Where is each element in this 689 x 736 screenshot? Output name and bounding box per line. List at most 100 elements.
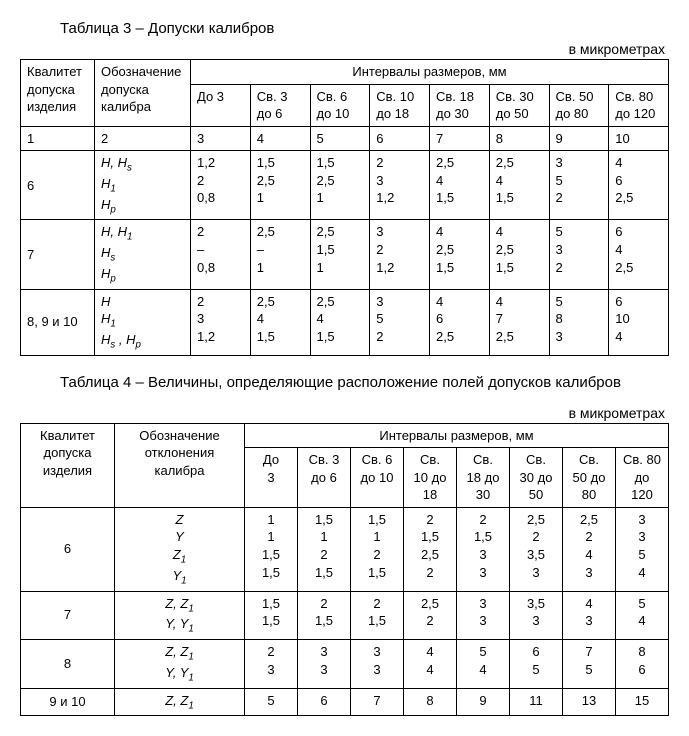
t3-data-cell: 231,2 [191,289,251,355]
t4-col-head: Св.18 до30 [457,448,510,508]
t4-r7-d: Z, Z1 Y, Y1 [115,591,245,640]
t4-data-cell: 65 [510,640,563,689]
t3-num-cell: 3 [191,126,251,151]
t3-head-span: Интервалы размеров, мм [191,60,669,85]
t4-col-head: Св.10 до18 [404,448,457,508]
t4-head-quality: Квалитет допуска изделия [21,423,115,507]
t3-num-cell: 2 [95,126,191,151]
t3-r7-d: H, H1 Hs Hp [95,220,191,289]
t4-r8-q: 8 [21,640,115,689]
t3-r7-q: 7 [21,220,95,289]
t4-head-designation: Обозначение отклонения калибра [115,423,245,507]
t4-data-cell: 111,51,5 [245,507,298,591]
t4-data-cell: 21,533 [457,507,510,591]
t4-data-cell: 2,52 [404,591,457,640]
table3-title: Таблица 3 – Допуски калибров [60,20,669,37]
table-row: 8, 9 и 10 H H1 Hs , Hp 231,2 2,541,5 2,5… [21,289,669,355]
t4-col-head: Св. 3до 6 [298,448,351,508]
t3-data-cell: 42,51,5 [489,220,549,289]
t4-r6-q: 6 [21,507,115,591]
t3-num-cell: 7 [430,126,490,151]
t3-data-cell: 6104 [609,289,669,355]
table3-unit: в микрометрах [20,41,665,57]
t3-data-cell: 321,2 [370,220,430,289]
t4-data-cell: 3,53 [510,591,563,640]
t4-r7-q: 7 [21,591,115,640]
t3-data-cell: 2,541,5 [310,289,370,355]
t4-data-cell: 3354 [616,507,669,591]
t3-data-cell: 1,52,51 [250,151,310,220]
t3-r8-q: 8, 9 и 10 [21,289,95,355]
table-row: 6 H, Hs H1 Hp 1,220,8 1,52,51 1,52,51 23… [21,151,669,220]
t3-num-cell: 4 [250,126,310,151]
t4-r9-d: Z, Z1 [115,688,245,716]
t3-num-cell: 10 [609,126,669,151]
t4-data-cell: 54 [457,640,510,689]
t4-data-cell: 2,5243 [563,507,616,591]
t4-col-head: Св.30 до50 [510,448,563,508]
t3-col-head: Св. 50 до 80 [549,84,609,126]
t3-col-head: Св. 3 до 6 [250,84,310,126]
t3-data-cell: 2–0,8 [191,220,251,289]
t3-r6-q: 6 [21,151,95,220]
t4-data-cell: 21,5 [298,591,351,640]
t3-data-cell: 1,52,51 [310,151,370,220]
t3-num-cell: 1 [21,126,95,151]
t3-head-designation: Обозначение допуска калибра [95,60,191,127]
t4-data-cell: 33 [298,640,351,689]
t4-data-cell: 1,5121,5 [298,507,351,591]
t3-r6-d: H, Hs H1 Hp [95,151,191,220]
t4-data-cell: 2,523,53 [510,507,563,591]
t4-data-cell: 75 [563,640,616,689]
table4: Квалитет допуска изделия Обозначение отк… [20,423,669,717]
t3-col-head: Св. 80 до 120 [609,84,669,126]
t4-r9-q: 9 и 10 [21,688,115,716]
t4-head-span: Интервалы размеров, мм [245,423,669,448]
table-row: 9 и 10 Z, Z1 5 6 7 8 9 11 13 15 [21,688,669,716]
t3-data-cell: 1,220,8 [191,151,251,220]
t4-data-cell: 33 [457,591,510,640]
t4-r6-d: Z Y Z1 Y1 [115,507,245,591]
t3-data-cell: 462,5 [609,151,669,220]
t4-col-head: Св.50 до80 [563,448,616,508]
t3-col-head: Св. 30 до 50 [489,84,549,126]
t4-r8-d: Z, Z1 Y, Y1 [115,640,245,689]
t3-data-cell: 642,5 [609,220,669,289]
t3-data-cell: 2,5–1 [250,220,310,289]
t3-data-cell: 532 [549,220,609,289]
t3-col-head: Св. 18 до 30 [430,84,490,126]
t4-data-cell: 21,52,52 [404,507,457,591]
table-row: Квалитет допуска изделия Обозначение отк… [21,423,669,448]
table-row: 12345678910 [21,126,669,151]
t3-col-head: До 3 [191,84,251,126]
t3-data-cell: 352 [549,151,609,220]
t3-col-head: Св. 10 до 18 [370,84,430,126]
t3-col-head: Св. 6 до 10 [310,84,370,126]
t3-data-cell: 352 [370,289,430,355]
t3-head-quality: Квалитет допуска изделия [21,60,95,127]
table-row: Квалитет допуска изделия Обозначение доп… [21,60,669,85]
table-row: 7 H, H1 Hs Hp 2–0,8 2,5–1 2,51,51 321,2 … [21,220,669,289]
t3-num-cell: 5 [310,126,370,151]
table3: Квалитет допуска изделия Обозначение доп… [20,59,669,356]
t3-data-cell: 583 [549,289,609,355]
t3-data-cell: 2,541,5 [250,289,310,355]
t4-data-cell: 1,51,5 [245,591,298,640]
table-row: 8 Z, Z1 Y, Y1 23 33 33 44 54 65 75 86 [21,640,669,689]
t4-data-cell: 43 [563,591,616,640]
t4-col-head: До3 [245,448,298,508]
t3-data-cell: 472,5 [489,289,549,355]
t3-data-cell: 2,51,51 [310,220,370,289]
t4-data-cell: 23 [245,640,298,689]
table4-title: Таблица 4 – Величины, определяющие распо… [60,374,669,391]
table-row: 7 Z, Z1 Y, Y1 1,51,5 21,5 21,5 2,52 33 3… [21,591,669,640]
t4-data-cell: 1,5121,5 [351,507,404,591]
t3-num-cell: 9 [549,126,609,151]
t3-data-cell: 231,2 [370,151,430,220]
t4-col-head: Св. 80до120 [616,448,669,508]
t3-data-cell: 2,541,5 [489,151,549,220]
t3-num-cell: 8 [489,126,549,151]
t4-data-cell: 54 [616,591,669,640]
t3-r8-d: H H1 Hs , Hp [95,289,191,355]
t3-data-cell: 462,5 [430,289,490,355]
